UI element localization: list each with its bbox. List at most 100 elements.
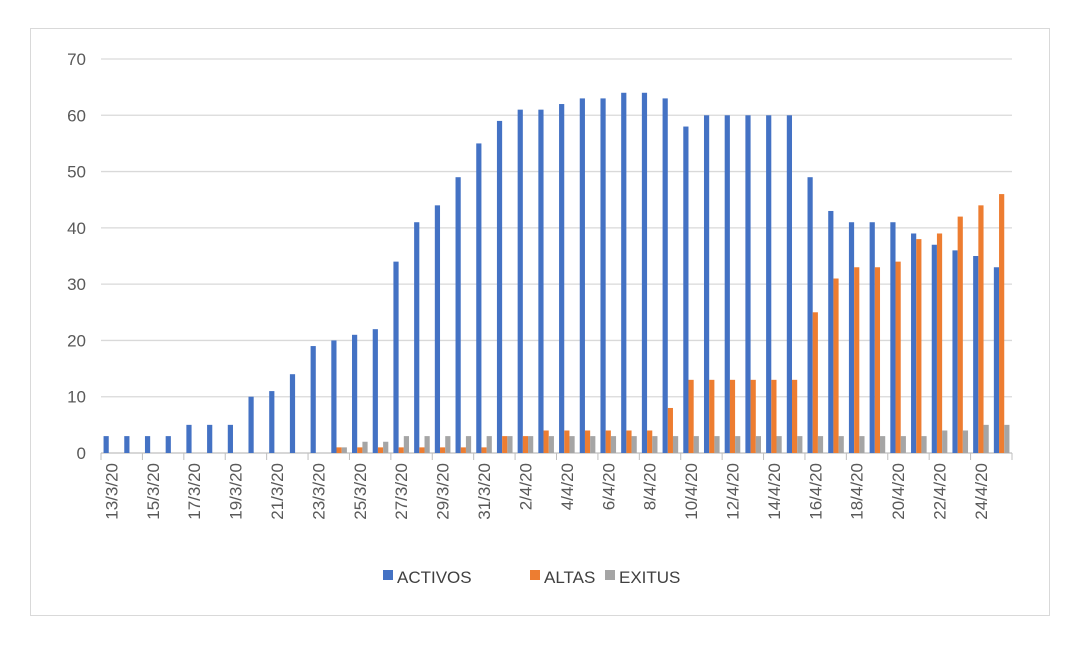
y-tick-label: 60 xyxy=(67,106,86,125)
bar-exitus xyxy=(548,436,554,453)
bar-activos xyxy=(517,109,523,454)
x-tick-label: 16/4/20 xyxy=(806,463,825,520)
bar-activos xyxy=(786,115,793,454)
bar-exitus xyxy=(672,436,679,453)
bar-altas xyxy=(771,379,777,453)
bar-exitus xyxy=(755,436,761,453)
bar-altas xyxy=(833,278,839,453)
bar-activos xyxy=(662,98,668,454)
bar-altas xyxy=(729,379,736,453)
bar-exitus xyxy=(859,436,865,453)
bar-altas xyxy=(854,267,860,453)
y-tick-label: 30 xyxy=(67,275,86,294)
bar-altas xyxy=(336,447,342,453)
bar-altas xyxy=(667,407,673,453)
bar-exitus xyxy=(693,436,699,453)
bar-activos xyxy=(538,109,544,454)
x-tick-label: 4/4/20 xyxy=(558,463,577,510)
bar-activos xyxy=(124,436,130,453)
bar-activos xyxy=(331,340,337,453)
bar-exitus xyxy=(921,436,927,453)
bar-altas xyxy=(647,430,653,453)
bar-activos xyxy=(724,115,730,454)
bar-altas xyxy=(522,436,529,453)
bar-activos xyxy=(414,222,420,453)
bar-exitus xyxy=(838,436,844,453)
bar-activos xyxy=(745,115,751,454)
x-tick-label: 12/4/20 xyxy=(723,463,742,520)
bar-altas xyxy=(626,430,632,453)
x-tick-label: 13/3/20 xyxy=(102,463,121,520)
bar-altas xyxy=(999,194,1005,454)
bar-altas xyxy=(709,379,715,453)
bar-activos xyxy=(621,92,627,454)
bar-altas xyxy=(377,447,384,453)
bar-activos xyxy=(144,436,151,453)
bar-activos xyxy=(372,329,378,453)
x-tick-label: 25/3/20 xyxy=(351,463,370,520)
bar-exitus xyxy=(942,430,948,453)
legend-swatch-activos xyxy=(383,570,393,580)
bar-activos xyxy=(993,267,1000,453)
chart-frame xyxy=(30,28,1050,616)
bar-activos xyxy=(683,126,689,454)
bar-exitus xyxy=(569,436,575,453)
y-tick-label: 0 xyxy=(77,444,86,463)
bar-activos xyxy=(165,436,171,453)
bar-altas xyxy=(460,447,466,453)
x-tick-label: 27/3/20 xyxy=(392,463,411,520)
bar-activos xyxy=(600,98,606,454)
bar-activos xyxy=(227,424,233,453)
x-tick-label: 29/3/20 xyxy=(434,463,453,520)
bar-altas xyxy=(584,430,591,453)
bar-activos xyxy=(559,104,565,454)
bar-altas xyxy=(957,216,963,453)
bar-activos xyxy=(911,233,917,453)
x-tick-label: 20/4/20 xyxy=(889,463,908,520)
y-tick-label: 10 xyxy=(67,388,86,407)
bar-activos xyxy=(289,374,296,453)
bar-exitus xyxy=(610,436,617,453)
bar-altas xyxy=(440,447,446,453)
x-tick-label: 19/3/20 xyxy=(227,463,246,520)
x-tick-label: 31/3/20 xyxy=(475,463,494,520)
bar-exitus xyxy=(797,436,803,453)
x-tick-label: 10/4/20 xyxy=(682,463,701,520)
bar-exitus xyxy=(962,430,969,453)
bar-activos xyxy=(496,120,503,454)
bar-altas xyxy=(605,430,611,453)
bar-activos xyxy=(310,346,316,453)
bar-exitus xyxy=(983,424,989,453)
bar-activos xyxy=(393,261,399,453)
x-tick-label: 22/4/20 xyxy=(931,463,950,520)
bar-altas xyxy=(357,447,363,453)
y-tick-label: 50 xyxy=(67,163,86,182)
bar-exitus xyxy=(362,441,368,453)
bar-altas xyxy=(502,436,508,453)
y-tick-label: 70 xyxy=(67,50,86,69)
bar-activos xyxy=(641,92,648,454)
bar-activos xyxy=(207,424,213,453)
bar-exitus xyxy=(631,436,637,453)
x-tick-label: 14/4/20 xyxy=(765,463,784,520)
legend-label-altas: ALTAS xyxy=(544,568,595,587)
bar-altas xyxy=(916,239,922,453)
x-tick-label: 23/3/20 xyxy=(309,463,328,520)
legend-swatch-exitus xyxy=(605,570,615,580)
bar-activos xyxy=(579,98,585,454)
x-tick-label: 21/3/20 xyxy=(268,463,287,520)
bar-exitus xyxy=(486,436,492,453)
bar-activos xyxy=(952,250,958,453)
legend-label-exitus: EXITUS xyxy=(619,568,680,587)
bar-altas xyxy=(688,379,694,453)
bar-exitus xyxy=(1004,424,1010,453)
bar-activos xyxy=(931,244,937,453)
bar-exitus xyxy=(714,436,720,453)
bar-exitus xyxy=(735,436,741,453)
legend-label-activos: ACTIVOS xyxy=(397,568,472,587)
bar-altas xyxy=(543,430,549,453)
bar-altas xyxy=(750,379,756,453)
bar-activos xyxy=(766,115,772,454)
bar-altas xyxy=(481,447,487,453)
bar-altas xyxy=(398,447,404,453)
